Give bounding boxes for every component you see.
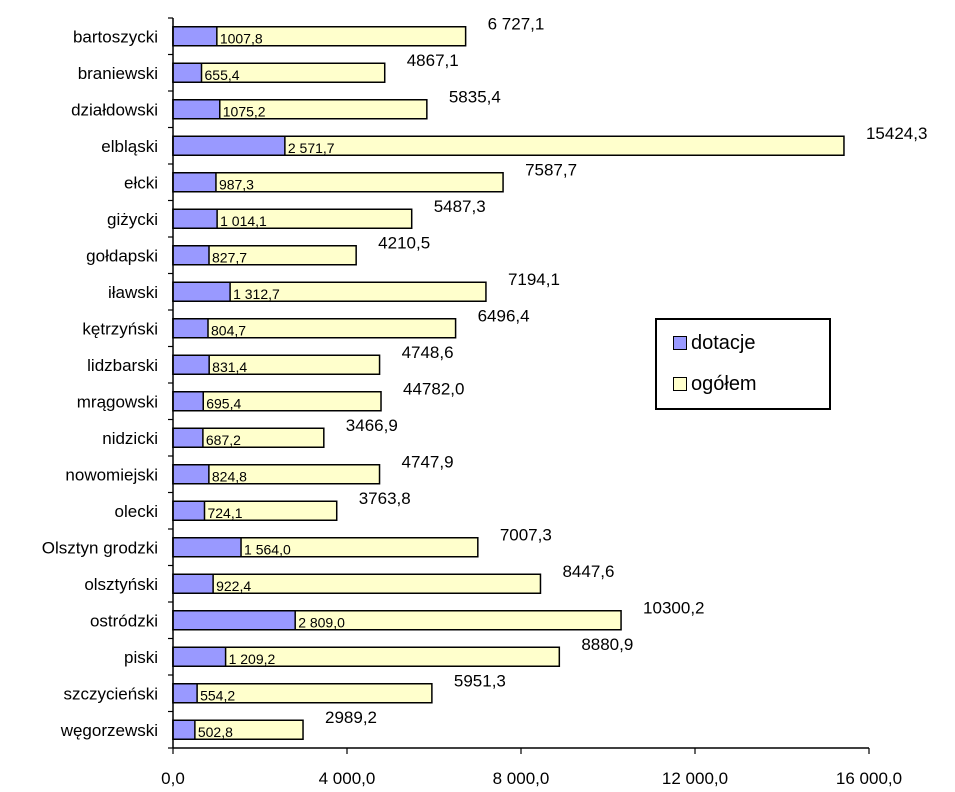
bar-total: [172, 391, 382, 412]
data-label-dotacje: 824,8: [212, 468, 247, 484]
data-label-ogolem: 3763,8: [359, 489, 411, 508]
legend-item-ogolem: ogółem: [673, 372, 757, 396]
data-label-dotacje: 502,8: [198, 724, 233, 740]
axes-group: 0,0 4 000,0 8 000,0 12 000,0 16 000,0: [161, 17, 902, 788]
legend-swatch-ogolem: [673, 377, 687, 391]
data-label-dotacje: 554,2: [200, 687, 235, 703]
data-label-dotacje: 655,4: [205, 67, 240, 83]
x-tick-label: 8 000,0: [493, 769, 550, 788]
data-label-dotacje: 2 809,0: [298, 614, 345, 630]
bar-dotacje: [172, 500, 206, 521]
bar-dotacje: [172, 172, 217, 193]
data-label-dotacje: 827,7: [212, 249, 247, 265]
bar-dotacje: [172, 208, 218, 229]
category-label: kętrzyński: [82, 319, 158, 338]
legend-label-dotacje: dotacje: [691, 331, 756, 354]
data-label-ogolem: 4748,6: [402, 343, 454, 362]
category-label: gołdapski: [86, 246, 158, 265]
category-label: węgorzewski: [60, 721, 158, 740]
data-label-ogolem: 8447,6: [562, 562, 614, 581]
category-label: olsztyński: [84, 575, 158, 594]
bar-dotacje: [172, 99, 221, 120]
data-label-ogolem: 15424,3: [866, 124, 927, 143]
data-label-ogolem: 5835,4: [449, 87, 501, 106]
bar-dotacje: [172, 26, 218, 47]
bar-dotacje: [172, 135, 286, 156]
category-label: braniewski: [78, 64, 158, 83]
data-label-ogolem: 10300,2: [643, 598, 704, 617]
data-label-dotacje: 2 571,7: [288, 140, 335, 156]
category-label: ełcki: [124, 173, 158, 192]
legend-swatch-dotacje: [673, 336, 687, 350]
bar-dotacje: [172, 610, 296, 631]
data-label-ogolem: 7007,3: [500, 525, 552, 544]
bar-dotacje: [172, 464, 210, 485]
data-label-ogolem: 44782,0: [403, 379, 464, 398]
bar-dotacje: [172, 245, 210, 266]
data-label-dotacje: 1007,8: [220, 30, 263, 46]
bar-dotacje: [172, 427, 204, 448]
data-label-dotacje: 724,1: [207, 505, 242, 521]
data-label-dotacje: 695,4: [206, 395, 241, 411]
category-label: nowomiejski: [65, 465, 158, 484]
data-label-ogolem: 6 727,1: [488, 14, 545, 33]
legend-item-dotacje: dotacje: [673, 331, 756, 355]
data-label-dotacje: 1 564,0: [244, 541, 291, 557]
category-label: lidzbarski: [87, 356, 158, 375]
data-label-ogolem: 7194,1: [508, 270, 560, 289]
category-label: piski: [124, 648, 158, 667]
data-label-ogolem: 2989,2: [325, 708, 377, 727]
data-label-dotacje: 1 014,1: [220, 213, 267, 229]
x-tick-label: 16 000,0: [836, 769, 902, 788]
category-label: giżycki: [107, 210, 158, 229]
legend-label-ogolem: ogółem: [691, 372, 757, 395]
category-label: bartoszycki: [73, 27, 158, 46]
category-label: elbląski: [101, 137, 158, 156]
x-tick-label: 4 000,0: [319, 769, 376, 788]
data-label-dotacje: 1 209,2: [229, 651, 276, 667]
x-tick-label: 12 000,0: [662, 769, 728, 788]
category-label: Olsztyn grodzki: [42, 538, 158, 557]
data-label-dotacje: 687,2: [206, 432, 241, 448]
bar-dotacje: [172, 391, 204, 412]
category-label: olecki: [115, 502, 158, 521]
category-label: iławski: [108, 283, 158, 302]
data-label-ogolem: 5487,3: [434, 197, 486, 216]
data-label-ogolem: 4867,1: [407, 51, 459, 70]
category-label: działdowski: [71, 100, 158, 119]
bar-dotacje: [172, 354, 210, 375]
category-label: nidzicki: [102, 429, 158, 448]
data-label-dotacje: 1075,2: [223, 103, 266, 119]
bar-dotacje: [172, 281, 231, 302]
bar-dotacje: [172, 318, 209, 339]
category-label: mrągowski: [77, 392, 158, 411]
bar-dotacje: [172, 646, 227, 667]
data-label-ogolem: 7587,7: [525, 160, 577, 179]
bar-dotacje: [172, 62, 203, 83]
bar-dotacje: [172, 719, 196, 740]
data-label-ogolem: 8880,9: [581, 635, 633, 654]
data-label-dotacje: 922,4: [216, 578, 251, 594]
data-label-ogolem: 5951,3: [454, 671, 506, 690]
data-label-dotacje: 804,7: [211, 322, 246, 338]
bar-dotacje: [172, 683, 198, 704]
data-label-ogolem: 4210,5: [378, 233, 430, 252]
x-tick-label: 0,0: [161, 769, 185, 788]
data-label-dotacje: 987,3: [219, 176, 254, 192]
category-label: szczycieński: [64, 684, 158, 703]
chart-legend: dotacje ogółem: [655, 318, 831, 410]
bar-dotacje: [172, 537, 242, 558]
data-label-dotacje: 1 312,7: [233, 286, 280, 302]
bar-dotacje: [172, 573, 214, 594]
data-label-ogolem: 4747,9: [402, 452, 454, 471]
data-label-dotacje: 831,4: [212, 359, 247, 375]
data-label-ogolem: 6496,4: [478, 306, 530, 325]
labels-group: bartoszycki 1007,8 6 727,1 braniewski 655,4 4…: [42, 14, 928, 740]
category-label: ostródzki: [90, 611, 158, 630]
data-label-ogolem: 3466,9: [346, 416, 398, 435]
